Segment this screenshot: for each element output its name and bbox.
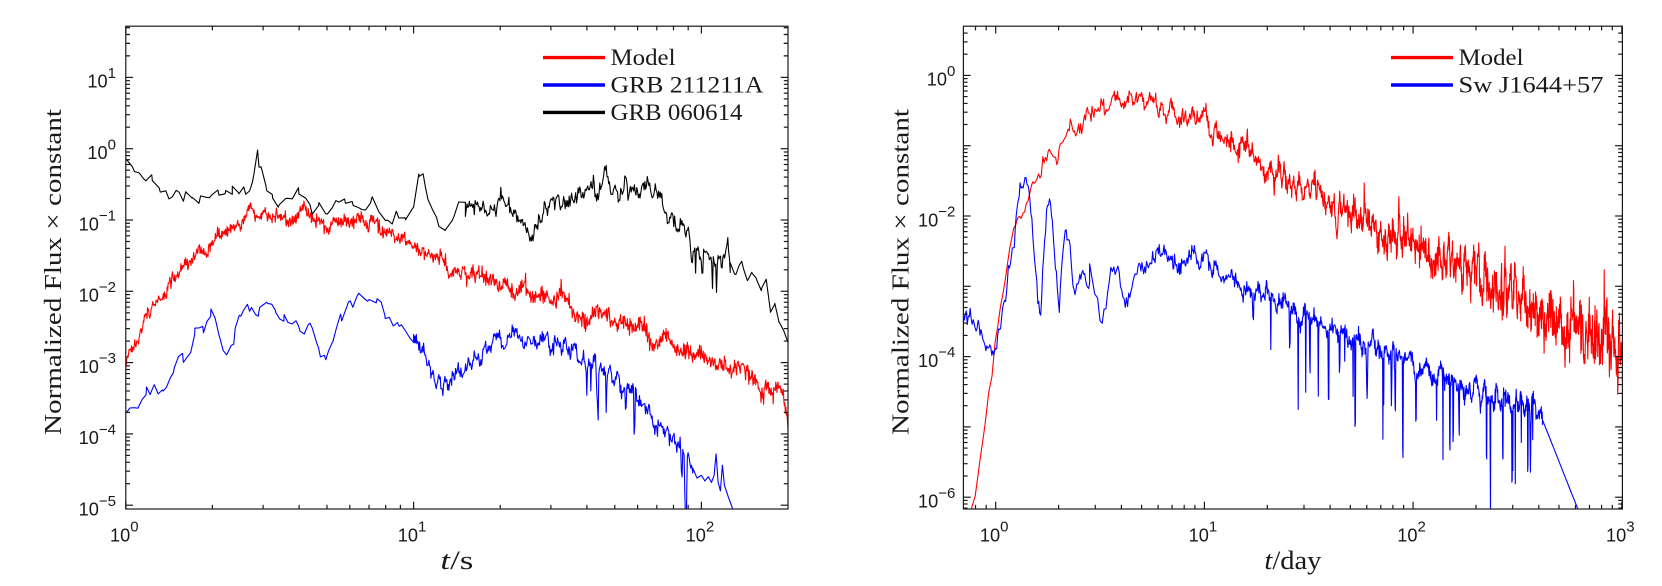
svg-text:Model: Model: [611, 45, 676, 70]
svg-text:Normalized Flux × constant: Normalized Flux × constant: [40, 109, 67, 435]
svg-text:Model: Model: [1459, 45, 1524, 70]
svg-text:GRB 211211A: GRB 211211A: [611, 73, 764, 98]
svg-text:GRB 060614: GRB 060614: [611, 100, 744, 125]
svg-text:Normalized Flux × constant: Normalized Flux × constant: [888, 109, 915, 435]
svg-text:t/s: t/s: [440, 546, 473, 575]
svg-text:t/day: t/day: [1264, 546, 1321, 575]
svg-text:Sw J1644+57: Sw J1644+57: [1459, 73, 1604, 98]
